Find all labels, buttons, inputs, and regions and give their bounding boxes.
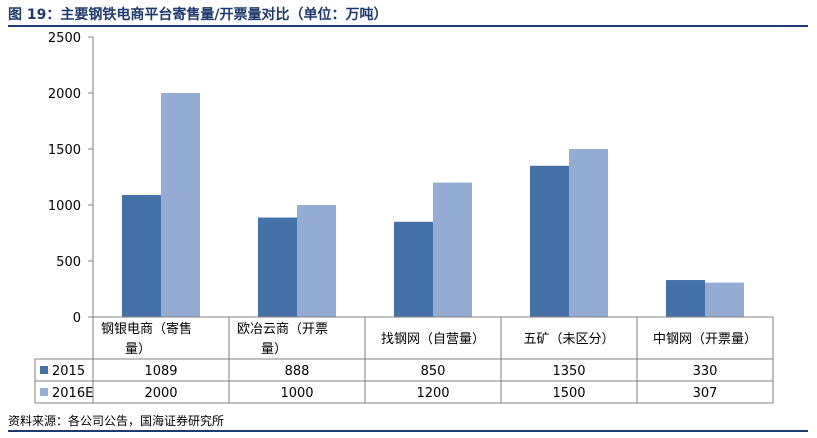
bar-2015-3 — [394, 221, 433, 317]
x-category-label-line2: 量） — [261, 342, 287, 357]
bar-2015-4 — [530, 165, 569, 317]
legend-swatch-2016E — [40, 388, 48, 396]
x-category-label: 找钢网（自营量） — [381, 332, 485, 347]
table-value-2016E-2: 1000 — [280, 386, 313, 401]
table-value-2015-2: 888 — [285, 364, 310, 379]
bar-2015-1 — [122, 195, 161, 317]
y-tick-label: 1500 — [48, 143, 81, 158]
table-value-2015-1: 1089 — [144, 364, 177, 379]
bar-2015-5 — [666, 280, 705, 317]
legend-swatch-2015 — [40, 366, 48, 374]
x-category-label-line2: 量） — [125, 342, 151, 357]
figure-title: 图 19：主要钢铁电商平台寄售量/开票量对比（单位：万吨） — [8, 7, 388, 23]
table-value-2015-3: 850 — [421, 364, 446, 379]
legend-label-2016E: 2016E — [52, 386, 93, 401]
bar-2016E-4 — [569, 149, 608, 317]
table-value-2016E-1: 2000 — [144, 386, 177, 401]
bar-2016E-3 — [433, 182, 472, 317]
y-tick-label: 0 — [73, 311, 81, 326]
table-value-2015-4: 1350 — [552, 364, 585, 379]
bottom-divider — [8, 430, 808, 432]
y-tick-label: 2000 — [48, 87, 81, 102]
x-category-label: 中钢网（开票量） — [653, 332, 757, 347]
y-tick-label: 1000 — [48, 199, 81, 214]
table-value-2016E-3: 1200 — [416, 386, 449, 401]
table-value-2015-5: 330 — [693, 364, 718, 379]
table-value-2016E-5: 307 — [693, 386, 718, 401]
source-note: 资料来源：各公司公告，国海证券研究所 — [8, 414, 225, 428]
bar-2016E-5 — [705, 282, 744, 317]
bar-2015-2 — [258, 217, 297, 317]
bar-2016E-1 — [161, 93, 200, 317]
legend-label-2015: 2015 — [52, 364, 85, 379]
x-category-label-line1: 钢银电商（寄售 — [101, 321, 192, 337]
title-divider — [8, 25, 808, 27]
y-tick-label: 2500 — [48, 31, 81, 46]
x-category-label-line1: 欧冶云商（开票 — [237, 322, 328, 337]
y-tick-label: 500 — [56, 255, 81, 270]
bar-2016E-2 — [297, 205, 336, 317]
x-category-label: 五矿（未区分） — [523, 332, 614, 347]
table-value-2016E-4: 1500 — [552, 386, 585, 401]
